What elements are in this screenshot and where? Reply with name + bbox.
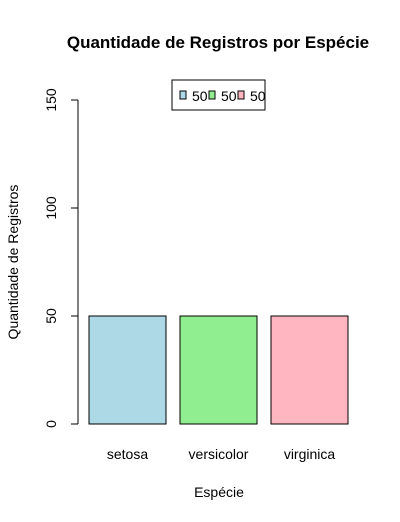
bar-setosa xyxy=(88,315,167,425)
legend-entry-label: 50 xyxy=(192,88,208,104)
x-tick-labels: setosa versicolor virginica xyxy=(107,446,336,462)
y-axis-label: Quantidade de Registros xyxy=(5,185,21,340)
legend-box xyxy=(171,79,266,111)
x-tick-label: setosa xyxy=(107,446,148,462)
y-tick-label: 100 xyxy=(43,196,59,220)
legend-entry-label: 50 xyxy=(221,88,237,104)
legend-swatch xyxy=(179,90,187,100)
chart-title: Quantidade de Registros por Espécie xyxy=(67,33,369,52)
legend: 50 50 50 xyxy=(171,79,266,111)
x-tick-label: virginica xyxy=(284,446,336,462)
legend-entry-label: 50 xyxy=(250,88,266,104)
x-axis-label: Espécie xyxy=(194,484,244,500)
bars-group xyxy=(88,315,349,425)
legend-swatch xyxy=(237,90,245,100)
y-axis: 0 50 100 150 xyxy=(43,88,79,428)
bar-versicolor xyxy=(179,315,258,425)
legend-swatch xyxy=(208,90,216,100)
y-tick-label: 0 xyxy=(43,420,59,428)
bar-virginica xyxy=(270,315,349,425)
y-tick-label: 50 xyxy=(43,308,59,324)
x-tick-label: versicolor xyxy=(189,446,249,462)
y-tick-label: 150 xyxy=(43,88,59,112)
